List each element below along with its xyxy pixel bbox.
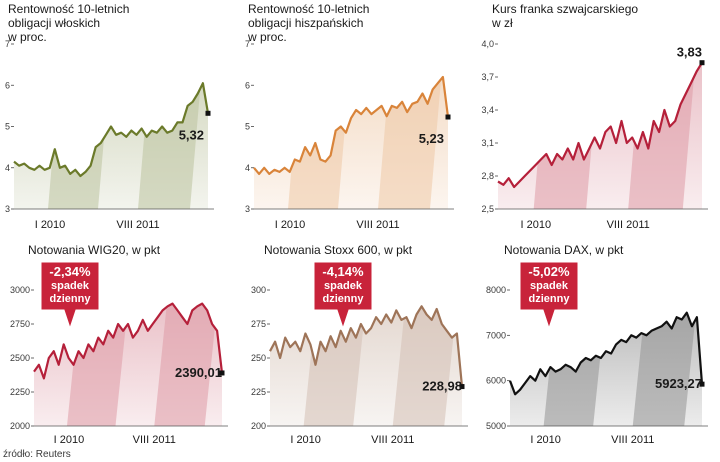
y-tick-label: 250	[251, 353, 266, 363]
drop-arrow-text: -4,14%	[322, 264, 364, 279]
y-tick-label: 5	[245, 122, 250, 132]
drop-arrow-text: -5,02%	[528, 264, 570, 279]
last-value-label: 5,32	[179, 127, 204, 142]
x-tick-label: VIII 2011	[356, 219, 399, 231]
drop-arrow-text: -2,34%	[49, 264, 91, 279]
chart-title-line: Notowania DAX, w pkt	[504, 243, 624, 257]
y-tick-label: 6	[245, 80, 250, 90]
x-tick-label: VIII 2011	[607, 219, 650, 231]
x-tick-label: I 2010	[530, 434, 561, 446]
x-tick-label: I 2010	[290, 434, 321, 446]
x-tick-label: VIII 2011	[133, 434, 176, 446]
y-tick-label: 7	[5, 39, 10, 49]
last-value-label: 5923,27	[655, 376, 702, 391]
y-tick-label: 3	[5, 204, 10, 214]
x-tick-label: I 2010	[275, 219, 306, 231]
y-tick-label: 7000	[486, 330, 506, 340]
last-value-label: 2390,01	[175, 365, 222, 380]
y-tick-label: 300	[251, 285, 266, 295]
series-line	[253, 75, 450, 175]
y-tick-label: 3,7	[481, 72, 494, 82]
drop-arrow	[313, 261, 373, 330]
drop-arrow	[40, 261, 100, 330]
last-value-marker	[219, 370, 225, 376]
chart-title-line: Notowania WIG20, w pkt	[28, 243, 161, 257]
y-tick-label: 200	[251, 421, 266, 431]
y-tick-label: 3	[245, 204, 250, 214]
x-tick-label: I 2010	[35, 219, 66, 231]
last-value-label: 228,98	[422, 379, 462, 394]
x-tick-label: VIII 2011	[116, 219, 159, 231]
drop-arrow-text: spadek	[324, 280, 363, 292]
y-tick-label: 275	[251, 319, 266, 329]
last-value-marker	[205, 110, 211, 116]
chart-title-line: obligacji włoskich	[8, 16, 100, 30]
y-tick-label: 4	[245, 163, 250, 173]
x-tick-label: VIII 2011	[371, 434, 414, 446]
last-value-marker	[459, 384, 465, 390]
chart-panel-dax: Notowania DAX, w pkt 5000 6000 7000 8000 I 20…	[486, 243, 708, 446]
last-value-marker	[445, 114, 451, 120]
y-tick-label: 6000	[486, 376, 506, 386]
chart-title-line: Rentowność 10-letnich	[8, 2, 129, 16]
series-line	[13, 82, 210, 178]
y-tick-label: 6	[5, 80, 10, 90]
chart-title-line: obligacji hiszpańskich	[248, 16, 363, 30]
series-line	[269, 305, 464, 387]
chart-title-line: w proc.	[247, 30, 287, 44]
chart-title-line: Notowania Stoxx 600, w pkt	[264, 243, 413, 257]
y-tick-label: 2750	[10, 319, 30, 329]
series-line	[497, 62, 703, 189]
y-tick-label: 4	[5, 163, 10, 173]
last-value-label: 5,23	[419, 131, 444, 146]
y-tick-label: 3000	[10, 285, 30, 295]
y-tick-label: 2500	[10, 353, 30, 363]
source-note: źródło: Reuters	[3, 449, 71, 460]
y-tick-label: 2,5	[481, 204, 494, 214]
y-tick-label: 5000	[486, 421, 506, 431]
x-tick-label: I 2010	[521, 219, 552, 231]
last-value-label: 3,83	[677, 45, 702, 60]
chart-panel-wig20: Notowania WIG20, w pkt 2000 2250 2500 2750 30…	[10, 243, 228, 446]
y-tick-label: 2,8	[481, 171, 494, 181]
y-tick-label: 7	[245, 39, 250, 49]
x-tick-label: VIII 2011	[611, 434, 654, 446]
drop-arrow-text: dzienny	[323, 293, 365, 305]
chart-title-line: w proc.	[7, 30, 47, 44]
series-line	[508, 311, 704, 396]
drop-arrow-text: spadek	[51, 280, 90, 292]
drop-arrow-text: spadek	[530, 280, 569, 292]
x-tick-label: I 2010	[54, 434, 85, 446]
drop-arrow	[519, 261, 579, 330]
y-tick-label: 2000	[10, 421, 30, 431]
series-line	[33, 302, 224, 380]
drop-arrow-text: dzienny	[529, 293, 571, 305]
y-tick-label: 225	[251, 387, 266, 397]
period-band	[154, 303, 219, 426]
y-tick-label: 4,0	[481, 39, 494, 49]
y-tick-label: 8000	[486, 285, 506, 295]
chart-title-line: Kurs franka szwajcarskiego	[492, 2, 638, 16]
y-tick-label: 3,1	[481, 138, 494, 148]
chart-title-line: w zł	[491, 16, 513, 30]
chart-panel-stoxx600: Notowania Stoxx 600, w pkt 200 225 250 275 30…	[251, 243, 468, 446]
chart-title-line: Rentowność 10-letnich	[248, 2, 369, 16]
y-tick-label: 2250	[10, 387, 30, 397]
last-value-marker	[699, 381, 705, 387]
y-tick-label: 5	[5, 122, 10, 132]
drop-arrow-text: dzienny	[50, 293, 92, 305]
y-tick-label: 3,4	[481, 105, 494, 115]
last-value-marker	[699, 60, 705, 66]
